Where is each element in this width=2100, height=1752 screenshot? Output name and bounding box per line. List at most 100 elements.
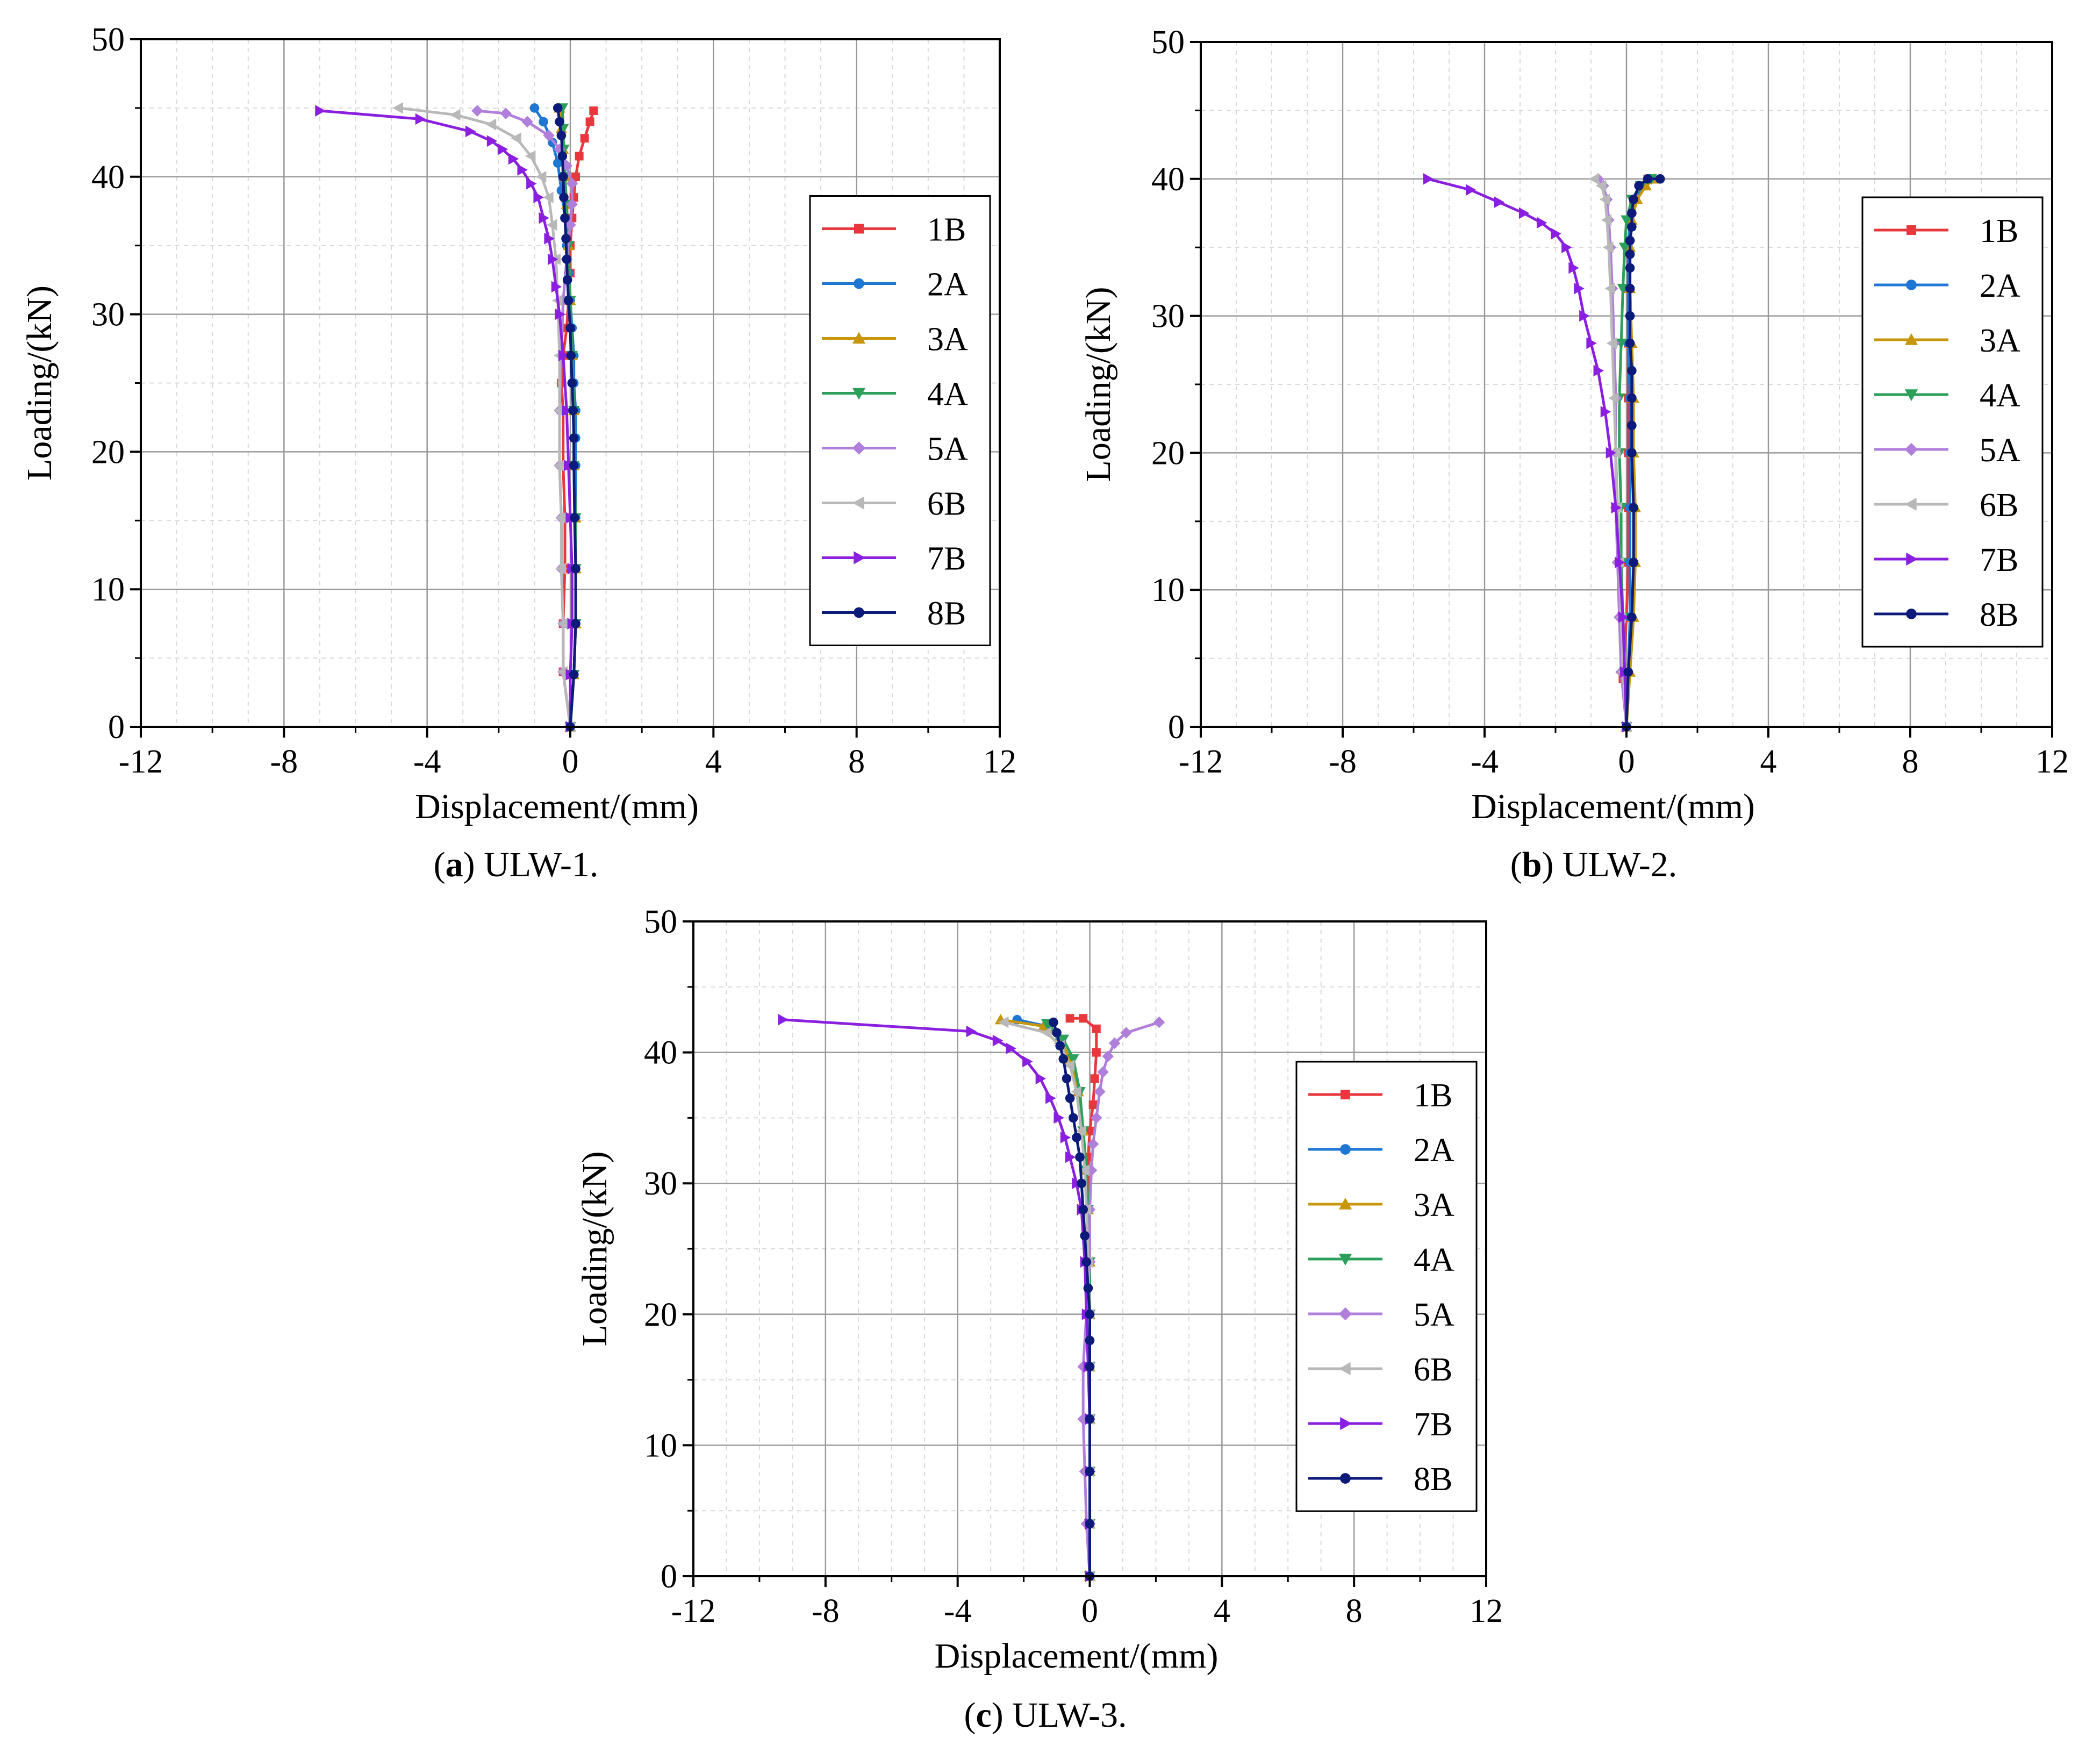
data-point-8b <box>553 103 563 113</box>
data-point-1b <box>1065 1014 1074 1023</box>
data-point-7b <box>1065 1151 1076 1163</box>
data-point-7b <box>1053 1112 1064 1124</box>
data-point-7b <box>1579 310 1590 322</box>
data-point-8b <box>1049 1017 1058 1027</box>
legend-label-4a: 4A <box>1980 377 2020 414</box>
series-line-5a <box>477 109 574 727</box>
data-point-6b <box>555 512 566 524</box>
data-point-1b <box>1079 1014 1088 1023</box>
data-point-6b <box>1599 194 1610 205</box>
legend-marker-4a <box>852 388 866 400</box>
y-tick-label: 40 <box>644 1035 677 1071</box>
data-point-8b <box>1068 1113 1078 1123</box>
data-point-8b <box>1629 557 1638 568</box>
x-tick-label: -4 <box>413 743 441 780</box>
data-point-7b <box>1022 1055 1033 1068</box>
legend-label-2a: 2A <box>1414 1132 1454 1169</box>
data-point-6b <box>511 132 521 144</box>
legend-label-5a: 5A <box>1980 432 2020 469</box>
series-line-6b <box>1593 177 1628 727</box>
y-tick-label: 10 <box>91 571 125 608</box>
chart-panel-ulw-2: -12 -8 -4 0 4 8 12 0 10 20 30 40 50 Displacement/(mm)… <box>1079 24 2069 826</box>
data-point-8b <box>560 213 570 223</box>
data-point-4a <box>1615 338 1627 349</box>
legend-marker-6b <box>852 496 864 510</box>
data-point-6b <box>1601 214 1612 226</box>
y-tick-label: 30 <box>1151 298 1185 335</box>
data-point-8b <box>1062 1074 1072 1084</box>
data-point-5a <box>566 198 578 210</box>
series-line-8b <box>556 108 577 727</box>
legend-label-6b: 6B <box>1980 487 2018 524</box>
data-point-8b <box>1627 222 1637 232</box>
data-point-8b <box>571 619 580 628</box>
data-point-4a <box>1618 242 1631 253</box>
data-point-8b <box>1072 1133 1081 1142</box>
chart-panel-ulw-3: -12 -8 -4 0 4 8 12 0 10 20 30 40 50 Displacement/(mm)… <box>575 904 1503 1676</box>
legend-label-4a: 4A <box>927 376 968 413</box>
data-point-6b <box>1608 392 1619 404</box>
data-point-8b <box>1625 235 1635 246</box>
data-point-8b <box>559 192 569 202</box>
data-point-8b <box>1625 249 1635 259</box>
legend-marker-4a <box>1338 1254 1352 1266</box>
data-point-5a <box>566 177 578 190</box>
data-point-7b <box>1518 207 1530 219</box>
x-tick-label: 0 <box>1618 743 1635 780</box>
data-point-7b <box>1551 227 1561 240</box>
x-axis-label: Displacement/(mm) <box>1471 787 1755 826</box>
data-point-8b <box>1643 174 1653 184</box>
data-point-7b <box>1465 184 1477 196</box>
data-point-6b <box>535 171 547 183</box>
data-point-7b <box>1060 1132 1071 1143</box>
x-tick-label: -12 <box>1179 743 1223 780</box>
data-point-5a <box>543 130 555 141</box>
data-point-5a <box>1090 1112 1102 1124</box>
y-axis-label: Loading/(kN) <box>575 1152 614 1347</box>
data-point-8b <box>1627 420 1637 431</box>
data-point-2a <box>539 117 548 127</box>
data-point-7b <box>497 143 508 155</box>
legend-label-7b: 7B <box>1414 1406 1452 1443</box>
x-tick-label: -4 <box>1471 743 1499 780</box>
data-point-7b <box>966 1025 977 1038</box>
data-point-8b <box>1655 174 1665 184</box>
data-point-8b <box>1627 448 1637 458</box>
data-point-7b <box>465 125 476 138</box>
data-point-6b <box>1064 1060 1075 1071</box>
y-tick-label: 10 <box>1151 572 1185 609</box>
data-point-7b <box>1615 556 1625 569</box>
legend-label-8b: 8B <box>1414 1461 1452 1498</box>
data-point-1b <box>1092 1048 1101 1057</box>
data-point-2a <box>529 103 540 113</box>
series-line-6b <box>398 106 572 727</box>
y-tick-label: 40 <box>1151 161 1185 198</box>
series-8b <box>1049 1017 1095 1581</box>
x-tick-label: 8 <box>848 743 865 780</box>
legend-label-8b: 8B <box>927 596 966 632</box>
x-tick-label: 12 <box>1470 1593 1503 1629</box>
data-point-5a <box>1087 1138 1099 1150</box>
data-point-8b <box>1623 667 1633 677</box>
data-point-7b <box>1593 364 1604 377</box>
legend-marker-3a <box>852 332 866 344</box>
y-tick-label: 40 <box>91 159 125 196</box>
y-axis-label: Loading/(kN) <box>1079 287 1118 482</box>
series-7b <box>1423 173 1632 733</box>
data-point-8b <box>1629 503 1638 513</box>
x-tick-label: -12 <box>119 743 163 780</box>
data-point-8b <box>565 323 575 333</box>
data-point-8b <box>562 275 572 285</box>
legend: 1B 2A 3A 4A 5A 6B 7B 8B <box>809 195 991 646</box>
data-point-6b <box>546 219 557 231</box>
y-tick-label: 30 <box>644 1165 677 1202</box>
legend-label-3a: 3A <box>1980 323 2020 359</box>
legend-marker-3a <box>1904 333 1918 345</box>
data-point-8b <box>1634 181 1644 191</box>
legend-label-1b: 1B <box>1414 1077 1452 1114</box>
legend-marker-1b <box>1907 225 1916 235</box>
series-8b <box>1622 174 1665 732</box>
data-point-5a <box>521 116 533 128</box>
data-point-7b <box>1536 217 1547 229</box>
data-point-5a <box>1108 1037 1121 1049</box>
